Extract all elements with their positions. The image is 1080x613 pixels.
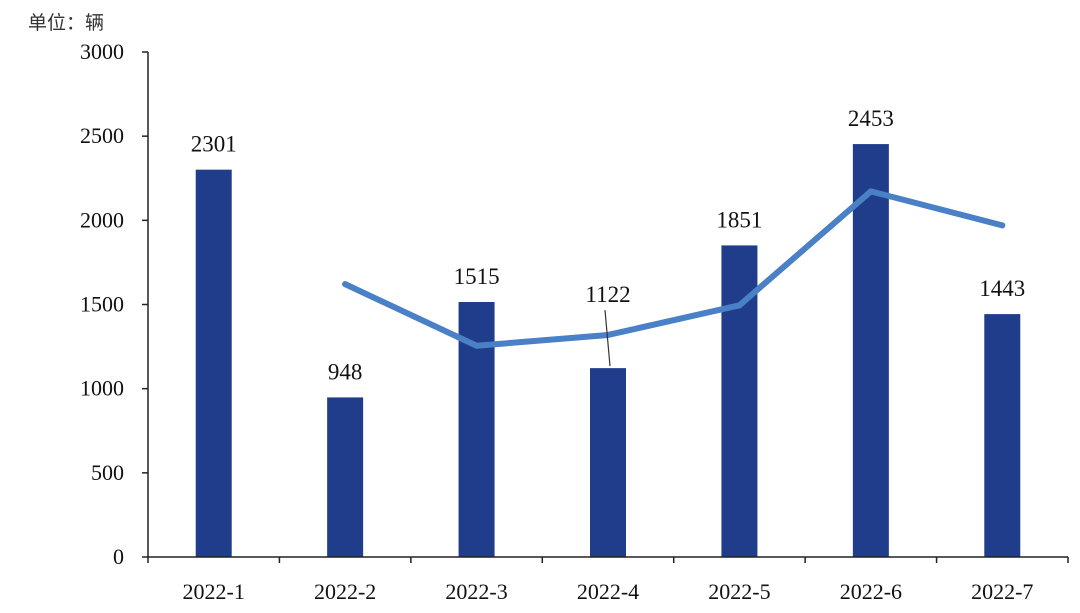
bar-2022-6	[852, 144, 889, 557]
line-point-2022-7	[999, 222, 1006, 229]
x-tick-label-2022-6: 2022-6	[840, 579, 902, 604]
y-tick-label-0: 0	[113, 544, 124, 569]
line-point-2022-6	[867, 188, 874, 195]
x-tick-label-2022-3: 2022-3	[445, 579, 507, 604]
line-point-2022-5	[736, 302, 743, 309]
leader-line-2022-4	[604, 310, 611, 367]
data-label-2022-2: 948	[328, 359, 363, 384]
bar-2022-4	[590, 368, 626, 557]
bar-2022-2	[327, 397, 364, 557]
line-point-2022-3	[473, 342, 480, 349]
x-tick-label-2022-4: 2022-4	[577, 579, 639, 604]
y-tick-label-2500: 2500	[80, 123, 124, 148]
axes: 0 500 1000 1500 2000 2500 3000 2022-1 2022-2 2022…	[80, 39, 1069, 604]
data-label-2022-1: 2301	[191, 132, 237, 157]
line-point-2022-2	[342, 281, 349, 288]
bar-series	[195, 144, 1021, 558]
line-series	[342, 188, 1006, 349]
bar-2022-1	[195, 169, 232, 558]
y-tick-label-2000: 2000	[80, 207, 124, 232]
data-label-2022-5: 1851	[716, 207, 762, 232]
x-tick-label-2022-2: 2022-2	[314, 579, 376, 604]
data-label-2022-4: 1122	[585, 282, 630, 307]
x-tick-label-2022-1: 2022-1	[183, 579, 245, 604]
y-tick-label-3000: 3000	[80, 39, 124, 64]
data-label-2022-6: 2453	[848, 106, 894, 131]
x-tick-label-2022-7: 2022-7	[971, 579, 1033, 604]
x-tick-label-2022-5: 2022-5	[708, 579, 770, 604]
y-tick-label-1500: 1500	[80, 292, 124, 317]
data-label-2022-3: 1515	[454, 264, 500, 289]
y-tick-label-1000: 1000	[80, 376, 124, 401]
data-labels: 2301 948 1515 1122 1851 2453 1443	[191, 106, 1026, 384]
data-label-2022-7: 1443	[979, 276, 1025, 301]
y-tick-label-500: 500	[91, 460, 124, 485]
unit-label: 单位：辆	[28, 12, 105, 34]
bar-2022-7	[984, 314, 1021, 557]
line-path	[342, 188, 1006, 349]
